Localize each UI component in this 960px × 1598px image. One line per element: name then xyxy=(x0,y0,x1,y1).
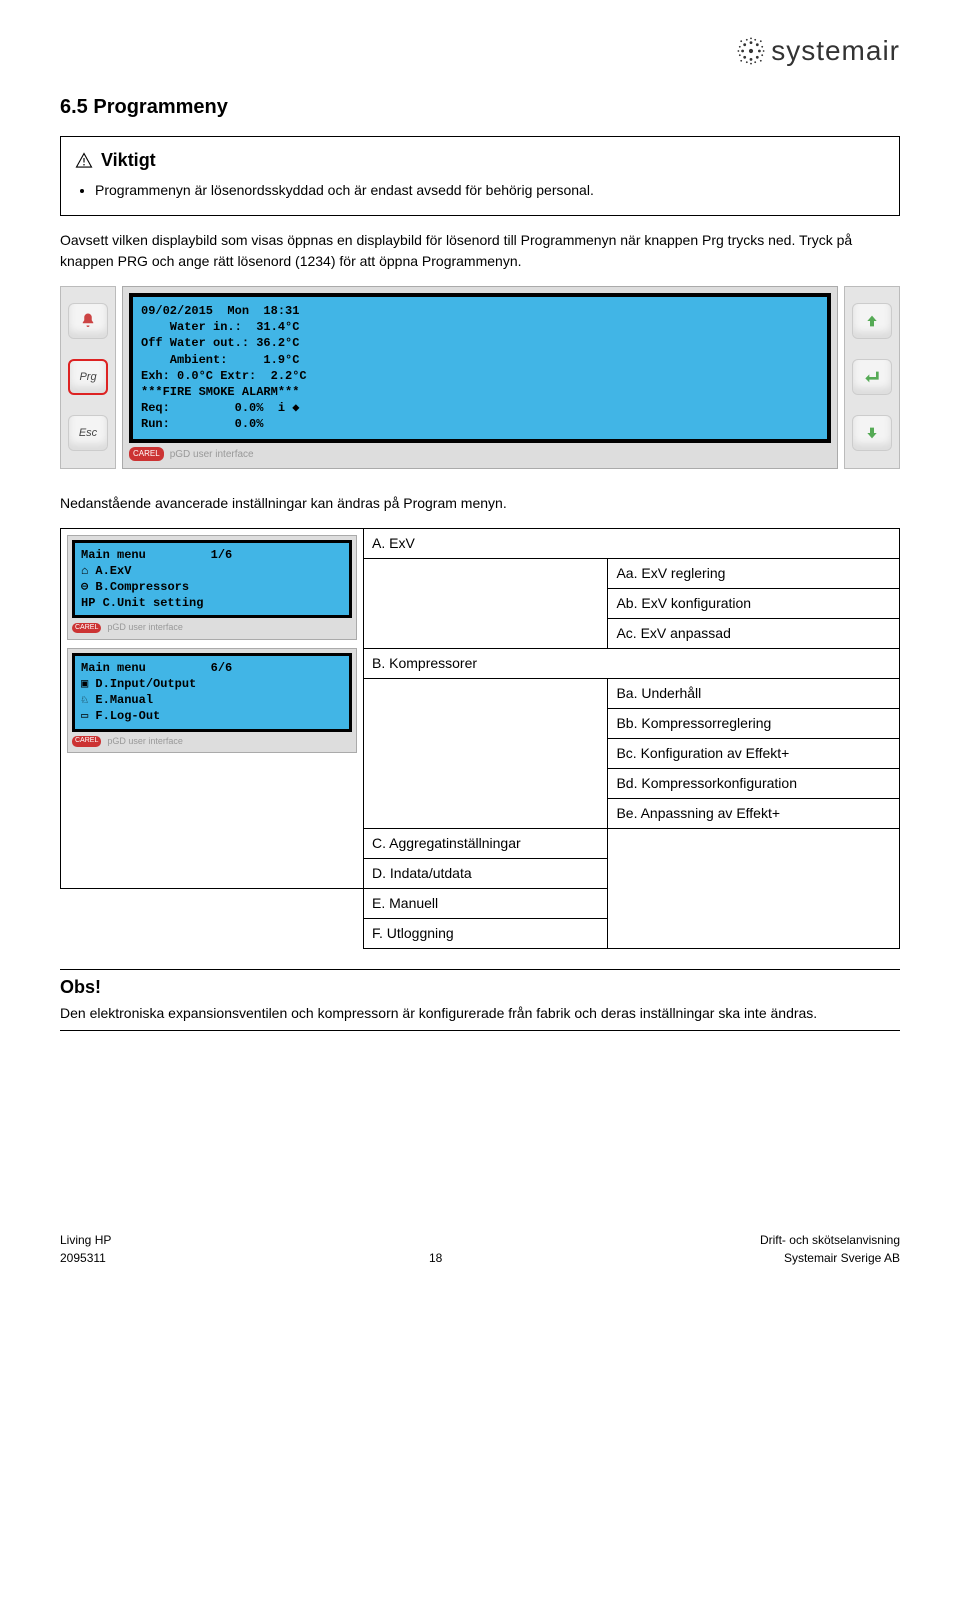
settings-intro: Nedanstående avancerade inställningar ka… xyxy=(60,493,900,514)
bell-icon xyxy=(79,312,97,330)
mini-screen-1: Main menu 1/6 ⌂ A.ExV ⊖ B.Compressors HP… xyxy=(72,540,352,619)
mini-screens-cell: Main menu 1/6 ⌂ A.ExV ⊖ B.Compressors HP… xyxy=(61,528,364,888)
tree-aa: Aa. ExV reglering xyxy=(608,558,900,588)
tree-b-subcell xyxy=(364,678,608,828)
header-logo: systemair xyxy=(60,30,900,72)
tree-e: E. Manuell xyxy=(364,888,608,918)
prg-label: Prg xyxy=(79,369,96,386)
tree-c-subcell xyxy=(608,828,900,948)
device-mockup: Prg Esc 09/02/2015 Mon 18:31 Water in.: … xyxy=(60,286,900,469)
footer-docnum: 2095311 xyxy=(60,1249,111,1267)
alarm-button[interactable] xyxy=(68,303,108,339)
obs-block: Obs! Den elektroniska expansionsventilen… xyxy=(60,969,900,1031)
arrow-down-icon xyxy=(864,425,880,441)
down-button[interactable] xyxy=(852,415,892,451)
viktigt-bullet: Programmenyn är lösenordsskyddad och är … xyxy=(95,180,885,201)
arrow-up-icon xyxy=(864,313,880,329)
enter-button[interactable] xyxy=(852,359,892,395)
tree-bd: Bd. Kompressorkonfiguration xyxy=(608,768,900,798)
tree-bb: Bb. Kompressorreglering xyxy=(608,708,900,738)
intro-paragraph: Oavsett vilken displaybild som visas öpp… xyxy=(60,230,900,272)
carel-badge: CAREL xyxy=(72,736,101,747)
tree-be: Be. Anpassning av Effekt+ xyxy=(608,798,900,828)
pgd-label: pGD user interface xyxy=(170,447,254,462)
tree-ac: Ac. ExV anpassad xyxy=(608,618,900,648)
esc-button[interactable]: Esc xyxy=(68,415,108,451)
prg-button[interactable]: Prg xyxy=(68,359,108,395)
mini-pgd-1: pGD user interface xyxy=(107,621,183,635)
tree-c: C. Aggregatinställningar xyxy=(364,828,608,858)
tree-bc: Bc. Konfiguration av Effekt+ xyxy=(608,738,900,768)
device-right-buttons xyxy=(844,286,900,469)
device-left-buttons: Prg Esc xyxy=(60,286,116,469)
section-title: 6.5 Programmeny xyxy=(60,92,900,122)
tree-d: D. Indata/utdata xyxy=(364,858,608,888)
obs-text: Den elektroniska expansionsventilen och … xyxy=(60,1003,900,1024)
tree-f: F. Utloggning xyxy=(364,918,608,948)
mini-pgd-2: pGD user interface xyxy=(107,735,183,749)
carel-badge: CAREL xyxy=(129,447,164,461)
logo-text: systemair xyxy=(771,30,900,72)
page-footer: Living HP 2095311 18 Drift- och skötsela… xyxy=(60,1231,900,1267)
device-screen: 09/02/2015 Mon 18:31 Water in.: 31.4°C O… xyxy=(129,293,831,443)
menu-tree-table: Main menu 1/6 ⌂ A.ExV ⊖ B.Compressors HP… xyxy=(60,528,900,949)
obs-title: Obs! xyxy=(60,974,900,1001)
carel-badge: CAREL xyxy=(72,623,101,634)
footer-company: Systemair Sverige AB xyxy=(760,1249,900,1267)
tree-b: B. Kompressorer xyxy=(364,648,900,678)
footer-product: Living HP xyxy=(60,1231,111,1249)
enter-icon xyxy=(864,369,880,385)
mini-device-2: Main menu 6/6 ▣ D.Input/Output ♘ E.Manua… xyxy=(67,648,357,753)
mini-screen-2: Main menu 6/6 ▣ D.Input/Output ♘ E.Manua… xyxy=(72,653,352,732)
footer-page-number: 18 xyxy=(429,1251,442,1265)
mini-device-1: Main menu 1/6 ⌂ A.ExV ⊖ B.Compressors HP… xyxy=(67,535,357,640)
pgd-bar: CAREL pGD user interface xyxy=(129,447,831,462)
systemair-logo-icon xyxy=(737,37,765,65)
viktigt-title: Viktigt xyxy=(101,147,156,174)
tree-a-subcell xyxy=(364,558,608,648)
viktigt-callout: Viktigt Programmenyn är lösenordsskyddad… xyxy=(60,136,900,216)
footer-doctype: Drift- och skötselanvisning xyxy=(760,1231,900,1249)
up-button[interactable] xyxy=(852,303,892,339)
tree-ba: Ba. Underhåll xyxy=(608,678,900,708)
tree-ab: Ab. ExV konfiguration xyxy=(608,588,900,618)
tree-a: A. ExV xyxy=(364,528,900,558)
device-center: 09/02/2015 Mon 18:31 Water in.: 31.4°C O… xyxy=(122,286,838,469)
warning-icon xyxy=(75,152,93,170)
esc-label: Esc xyxy=(79,425,97,442)
